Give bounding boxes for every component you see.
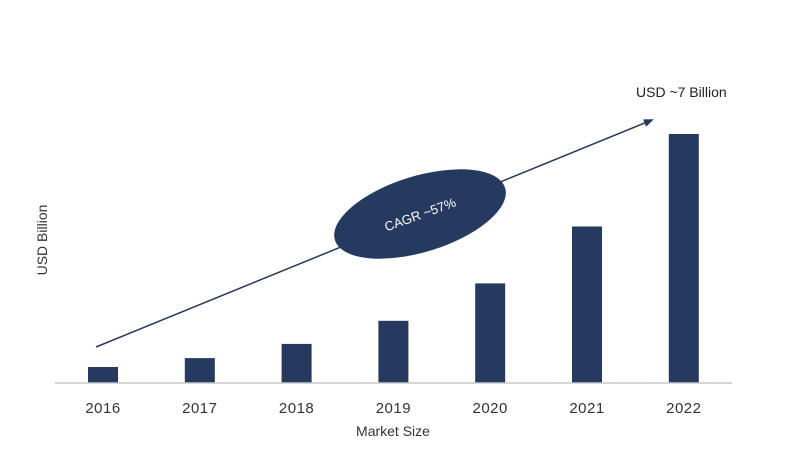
x-tick-label: 2017 xyxy=(182,400,217,417)
x-tick-label: 2016 xyxy=(85,400,120,417)
x-tick-label: 2020 xyxy=(473,400,508,417)
x-tick-label: 2022 xyxy=(666,400,701,417)
cagr-ellipse xyxy=(334,169,506,259)
bar-2021 xyxy=(572,226,602,383)
bars-group xyxy=(88,134,699,384)
x-axis-label: Market Size xyxy=(356,423,430,439)
bar-2019 xyxy=(378,320,409,384)
y-axis-label: USD Billion xyxy=(34,205,50,276)
x-tick-label: 2021 xyxy=(569,400,604,417)
bar-2016 xyxy=(88,367,118,383)
x-tick-label: 2018 xyxy=(279,400,314,417)
bar-2020 xyxy=(475,283,506,383)
end-value-annotation: USD ~7 Billion xyxy=(636,84,727,100)
bar-2022 xyxy=(668,134,699,383)
bar-2018 xyxy=(281,343,312,383)
bar-2017 xyxy=(184,358,215,383)
x-tick-labels: 2016 2017 2018 2019 2020 2021 2022 xyxy=(85,400,701,417)
x-tick-label: 2019 xyxy=(376,400,411,417)
